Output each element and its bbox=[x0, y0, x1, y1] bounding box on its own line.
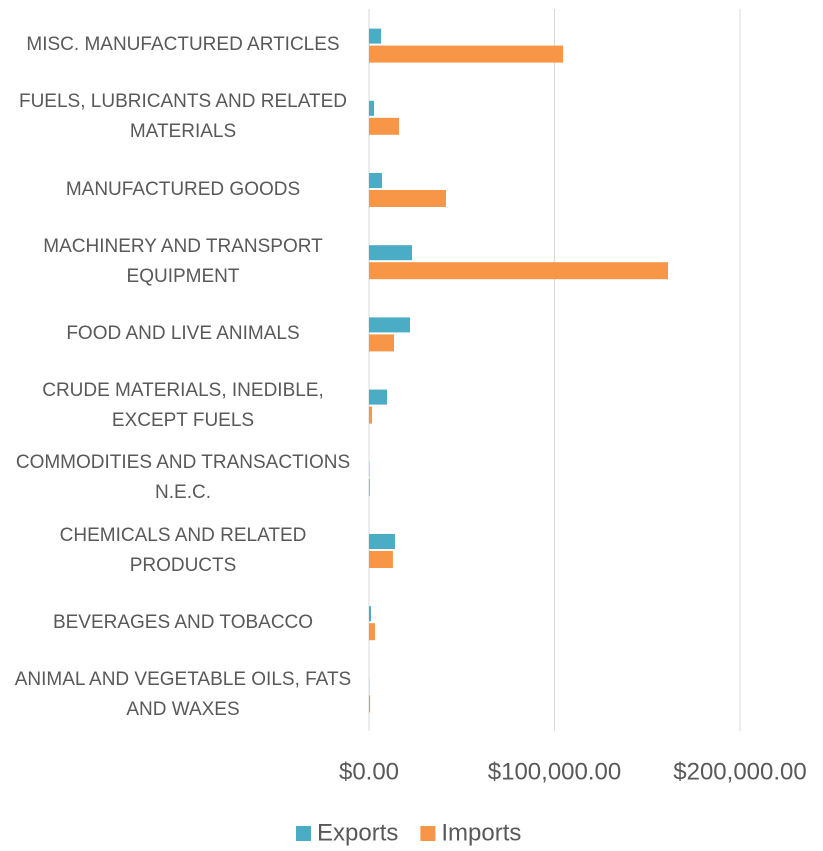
bar bbox=[369, 317, 410, 333]
legend-label: Imports bbox=[441, 819, 521, 846]
bar bbox=[369, 45, 564, 63]
bar bbox=[369, 334, 395, 352]
y-tick-label: FOOD AND LIVE ANIMALS bbox=[66, 322, 300, 344]
bar bbox=[369, 190, 446, 207]
bar bbox=[369, 478, 370, 496]
x-tick-label: $200,000.00 bbox=[673, 758, 806, 785]
bar bbox=[369, 623, 375, 641]
bar bbox=[369, 262, 669, 280]
y-tick-label: CHEMICALS AND RELATED PRODUCTS bbox=[59, 524, 307, 576]
bar bbox=[369, 606, 372, 622]
bar bbox=[369, 117, 400, 135]
bar bbox=[369, 534, 395, 549]
y-tick-label: COMMODITIES AND TRANSACTIONS N.E.C. bbox=[15, 452, 351, 504]
y-tick-label: FUELS, LUBRICANTS AND RELATED MATERIALS bbox=[18, 91, 347, 143]
bar bbox=[369, 389, 387, 405]
bar bbox=[369, 695, 371, 713]
legend-swatch bbox=[296, 826, 311, 841]
y-tick-label: MACHINERY AND TRANSPORT EQUIPMENT bbox=[43, 235, 323, 287]
bar bbox=[369, 245, 413, 261]
legend-swatch bbox=[420, 826, 436, 841]
y-tick-label: MISC. MANUFACTURED ARTICLES bbox=[26, 34, 340, 56]
x-tick-label: $0.00 bbox=[339, 758, 399, 785]
bar bbox=[369, 551, 393, 568]
bar bbox=[369, 28, 382, 44]
x-tick-label: $100,000.00 bbox=[488, 758, 621, 785]
bar bbox=[369, 100, 375, 116]
y-tick-label: ANIMAL AND VEGETABLE OILS, FATS AND WAXE… bbox=[14, 668, 352, 720]
bar bbox=[369, 406, 372, 424]
y-tick-label: CRUDE MATERIALS, INEDIBLE, EXCEPT FUELS bbox=[42, 380, 324, 432]
y-tick-label: BEVERAGES AND TOBACCO bbox=[52, 611, 314, 633]
legend-label: Exports bbox=[317, 819, 398, 846]
bar bbox=[369, 173, 382, 188]
y-tick-label: MANUFACTURED GOODS bbox=[65, 178, 301, 200]
